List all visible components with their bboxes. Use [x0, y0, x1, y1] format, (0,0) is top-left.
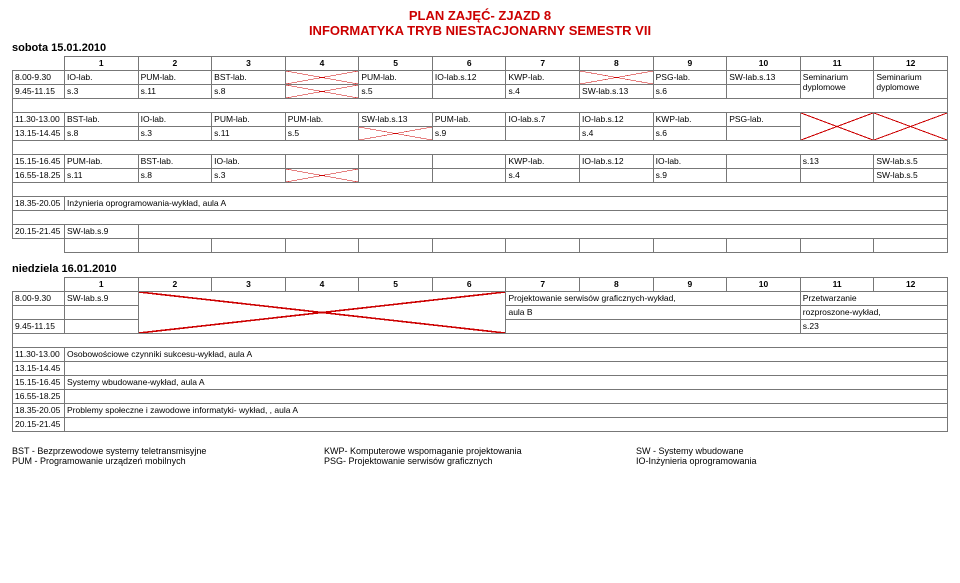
header-row: 1234 5678 9101112 [13, 278, 948, 292]
table-row: 16.55-18.25 [13, 390, 948, 404]
table-row: 11.30-13.00 Osobowościowe czynniki sukce… [13, 348, 948, 362]
table-row [13, 239, 948, 253]
table-row: 13.15-14.45 [13, 362, 948, 376]
table-row: 11.30-13.00 BST-lab.IO-lab.PUM-lab. PUM-… [13, 113, 948, 127]
table-row: 20.15-21.45 [13, 418, 948, 432]
table-row: 15.15-16.45 PUM-lab.BST-lab.IO-lab. KWP-… [13, 155, 948, 169]
table-row: 8.00-9.30 SW-lab.s.9 Projektowanie serwi… [13, 292, 948, 306]
table-row: 8.00-9.30 IO-lab.PUM-lab.BST-lab. PUM-la… [13, 71, 948, 85]
table-row: 16.55-18.25 s.11s.8s.3 s.4s.9 SW-lab.s.5 [13, 169, 948, 183]
table-row: 18.35-20.05 Problemy społeczne i zawodow… [13, 404, 948, 418]
table-row: 15.15-16.45 Systemy wbudowane-wykład, au… [13, 376, 948, 390]
legend-item: KWP- Komputerowe wspomaganie projektowan… [324, 446, 636, 456]
legend-item: SW - Systemy wbudowane [636, 446, 948, 456]
table-row: 20.15-21.45 SW-lab.s.9 [13, 225, 948, 239]
legend-item: PSG- Projektowanie serwisów graficznych [324, 456, 636, 466]
legend-item: PUM - Programowanie urządzeń mobilnych [12, 456, 324, 466]
legend-item: BST - Bezprzewodowe systemy teletransmis… [12, 446, 324, 456]
day-sun: niedziela 16.01.2010 [12, 263, 948, 275]
plan-title-1: PLAN ZAJĘĆ- ZJAZD 8 [12, 8, 948, 23]
legend: BST - Bezprzewodowe systemy teletransmis… [12, 446, 948, 466]
schedule-sat: 1234 5678 9101112 8.00-9.30 IO-lab.PUM-l… [12, 56, 948, 253]
table-row: 18.35-20.05 Inżynieria oprogramowania-wy… [13, 197, 948, 211]
schedule-sun: 1234 5678 9101112 8.00-9.30 SW-lab.s.9 P… [12, 277, 948, 432]
day-sat: sobota 15.01.2010 [12, 42, 948, 54]
legend-item: IO-Inżynieria oprogramowania [636, 456, 948, 466]
plan-title-2: INFORMATYKA TRYB NIESTACJONARNY SEMESTR … [12, 23, 948, 38]
header-row: 1234 5678 9101112 [13, 57, 948, 71]
